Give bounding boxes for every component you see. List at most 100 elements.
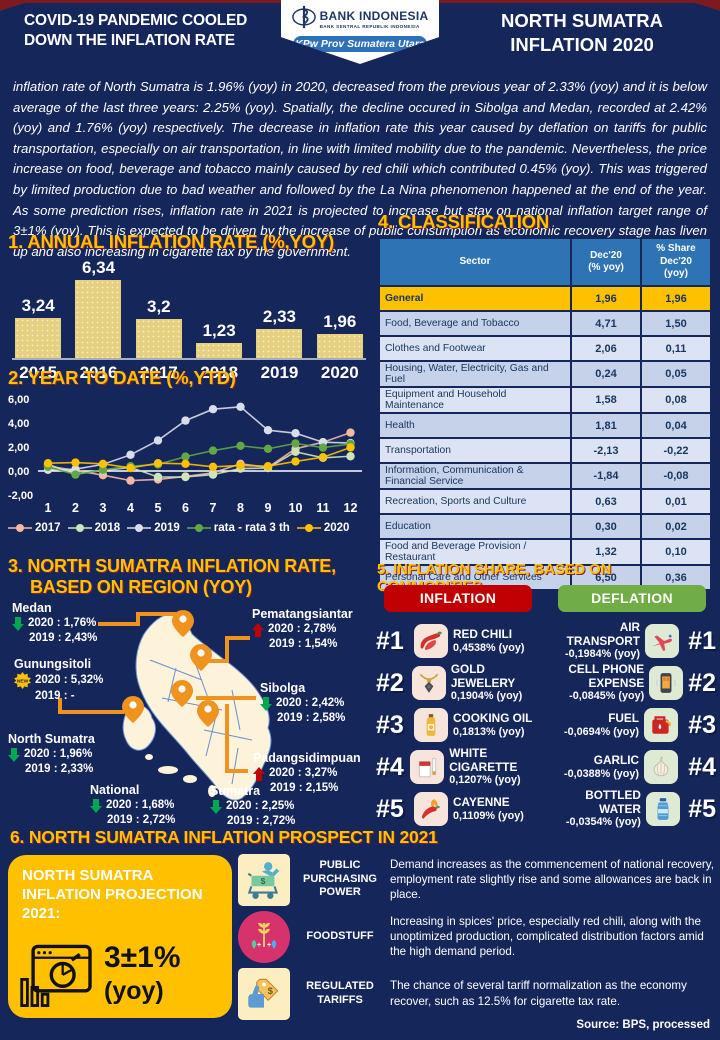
commodity-badges: INFLATION DEFLATION bbox=[378, 585, 712, 612]
down-arrow-icon bbox=[90, 798, 102, 813]
svg-text:2: 2 bbox=[72, 501, 79, 515]
rank-label: #4 bbox=[688, 752, 716, 781]
corner-accent-left bbox=[0, 0, 34, 11]
chart-monitor-icon bbox=[18, 943, 96, 1014]
prospect-text: Increasing in spices' price, especially … bbox=[390, 914, 704, 959]
section3-title-line2: BASED ON REGION (YOY) bbox=[30, 576, 252, 597]
region-name: Padangsidimpuan bbox=[253, 751, 361, 765]
white-cigarette-icon bbox=[410, 750, 445, 784]
svg-text:12: 12 bbox=[344, 501, 358, 515]
map-connector-lines bbox=[58, 612, 256, 773]
map-pin-pematangsiantar bbox=[190, 644, 212, 671]
svg-text:8: 8 bbox=[237, 501, 244, 515]
table-row: Housing, Water, Electricity, Gas and Fue… bbox=[380, 362, 710, 386]
projection-title: NORTH SUMATRA INFLATION PROJECTION 2021: bbox=[22, 867, 203, 922]
region-pematangsiantar: Pematangsiantar 2020 : 2,78% 2019 : 1,54… bbox=[252, 607, 353, 651]
svg-text:5: 5 bbox=[155, 501, 162, 515]
down-arrow-icon bbox=[12, 616, 24, 631]
svg-text:+: + bbox=[257, 942, 261, 949]
bank-indonesia-logo-icon bbox=[291, 5, 316, 34]
down-arrow-icon bbox=[260, 696, 272, 711]
section1-title: 1. ANNUAL INFLATION RATE (%,YOY) bbox=[8, 231, 334, 252]
commodity-grid: #1 RED CHILI 0,4538% (yoy) AIR TRANSPORT -… bbox=[376, 620, 716, 830]
legend-item: rata - rata 3 th bbox=[186, 522, 290, 534]
rank-label: #5 bbox=[376, 794, 404, 823]
bar-2015: 3,24 bbox=[14, 296, 62, 358]
region-national: National 2020 : 1,68% 2019 : 2,72% bbox=[90, 783, 176, 827]
svg-text:0,00: 0,00 bbox=[8, 466, 29, 478]
svg-text:6: 6 bbox=[182, 501, 189, 515]
table-header-row: Sector Dec'20 (% yoy) % Share Dec'20 (yo… bbox=[380, 239, 710, 285]
section4-title: 4. CLASSIFICATION bbox=[378, 211, 549, 232]
bar-2020: 1,96 bbox=[316, 312, 364, 358]
region-name: Gunungsitoli bbox=[14, 657, 92, 671]
source-note: Source: BPS, processed bbox=[576, 1019, 710, 1031]
air-transport-icon bbox=[645, 624, 680, 658]
down-arrow-icon bbox=[210, 799, 222, 814]
region-padangsidimpuan: Padangsidimpuan 2020 : 3,27% 2019 : 2,15… bbox=[253, 751, 361, 795]
svg-text:$: $ bbox=[261, 876, 266, 886]
bar-2019: 2,33 bbox=[255, 307, 303, 358]
prospect-label: REGULATED TARIFFS bbox=[306, 979, 374, 1006]
prospect-text: The chance of several tariff normalizati… bbox=[390, 979, 687, 1008]
prospect-row: $ REGULATED TARIFFS The chance of severa… bbox=[238, 967, 714, 1020]
region-name: National bbox=[90, 783, 140, 797]
bar-year-label: 2015 bbox=[19, 363, 58, 382]
series-line-rata-rata3th bbox=[47, 442, 351, 476]
map-pins bbox=[122, 610, 219, 727]
commodity-row: #2 GOLD JEWELERY 0,1904% (yoy) CELL PHONE… bbox=[376, 662, 716, 703]
bar-year-label: 2018 bbox=[200, 363, 239, 382]
rank-label: #1 bbox=[688, 626, 716, 655]
prospect-label: PUBLIC PURCHASING POWER bbox=[303, 858, 377, 899]
intro-paragraph: inflation rate of North Sumatra is 1.96%… bbox=[13, 79, 707, 259]
column-header: % Share Dec'20 (yoy) bbox=[642, 239, 710, 285]
svg-text:10: 10 bbox=[289, 501, 303, 515]
commodity-row: #5 CAYENNE 0,1109% (yoy) BOTTLED WATER -0,… bbox=[376, 788, 716, 829]
bank-name: BANK INDONESIA bbox=[319, 9, 429, 23]
bank-logo-shield: BANK INDONESIA BANK SENTRAL REPUBLIK IND… bbox=[281, 0, 439, 64]
svg-text:1: 1 bbox=[45, 501, 52, 515]
series-line-2020 bbox=[47, 446, 351, 469]
bar-year-label: 2019 bbox=[260, 363, 299, 382]
map-pin-gunungsitoli bbox=[122, 696, 144, 723]
projection-value: 3±1% bbox=[104, 941, 181, 974]
svg-text:6,00: 6,00 bbox=[8, 394, 29, 406]
region-name: North Sumatra bbox=[8, 732, 95, 746]
legend-item: 2019 bbox=[127, 522, 180, 534]
prospect-label: FOODSTUFF bbox=[306, 929, 374, 942]
map-pin-sibolga bbox=[171, 680, 193, 707]
table-row: Recreation, Sports and Culture 0,63 0,01 bbox=[380, 490, 710, 513]
region-name: Medan bbox=[12, 601, 52, 615]
prospect-row: + + FOODSTUFF Increasing in spices' price… bbox=[238, 910, 714, 963]
prospect-row: $ PUBLIC PURCHASING POWER Demand increas… bbox=[238, 853, 714, 906]
commodity-row: #1 RED CHILI 0,4538% (yoy) AIR TRANSPORT -… bbox=[376, 620, 716, 661]
svg-text:7: 7 bbox=[210, 501, 217, 515]
inflation-badge: INFLATION bbox=[384, 585, 532, 612]
bar-year-label: 2016 bbox=[79, 363, 118, 382]
table-row: Clothes and Footwear 2,06 0,11 bbox=[380, 337, 710, 360]
legend-item: 2020 bbox=[296, 522, 349, 534]
series-line-2019 bbox=[47, 405, 351, 471]
rank-label: #2 bbox=[376, 668, 404, 697]
map-pin-padangsidimpuan bbox=[197, 700, 219, 727]
svg-text:3: 3 bbox=[100, 501, 107, 515]
svg-text:2,00: 2,00 bbox=[8, 442, 29, 454]
region-north-sumatra: North Sumatra 2020 : 1,96% 2019 : 2,33% bbox=[8, 732, 95, 776]
projection-unit: (yoy) bbox=[104, 977, 164, 1005]
bank-subtitle: BANK SENTRAL REPUBLIK INDONESIA bbox=[319, 24, 420, 29]
bar-chart-axis bbox=[12, 358, 366, 360]
rank-label: #1 bbox=[376, 626, 404, 655]
table-row: Food and Beverage Provision / Restaurant… bbox=[380, 540, 710, 564]
prospect-list: $ PUBLIC PURCHASING POWER Demand increas… bbox=[238, 853, 714, 1024]
up-arrow-icon bbox=[252, 622, 264, 637]
svg-text:4,00: 4,00 bbox=[8, 418, 29, 430]
column-header: Sector bbox=[380, 239, 570, 285]
bar-2018: 1,23 bbox=[195, 321, 243, 358]
region-medan: Medan 2020 : 1,76% 2019 : 2,43% bbox=[12, 601, 98, 645]
bar-2016: 6,34 bbox=[74, 258, 122, 358]
office-badge: KPw Prov Sumatera Utara bbox=[293, 36, 427, 52]
classification-table: Sector Dec'20 (% yoy) % Share Dec'20 (yo… bbox=[378, 237, 712, 591]
bar-2017: 3,2 bbox=[135, 297, 183, 358]
region-sumatra: Sumatra 2020 : 2,25% 2019 : 2,72% bbox=[210, 784, 296, 828]
up-arrow-icon bbox=[253, 766, 265, 781]
